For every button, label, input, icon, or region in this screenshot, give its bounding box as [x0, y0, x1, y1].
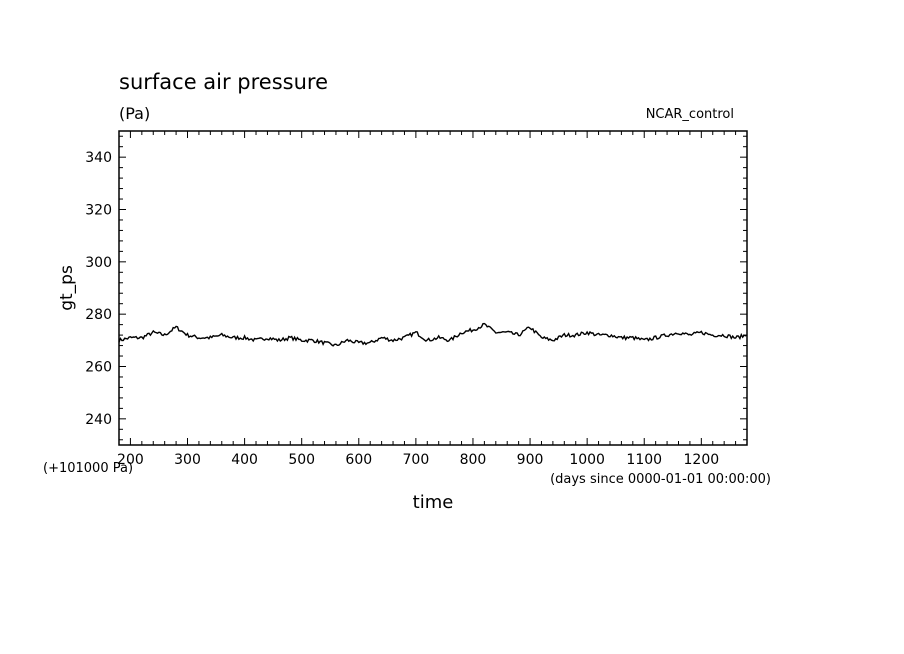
experiment-label: NCAR_control: [646, 107, 734, 122]
y-tick-label: 340: [85, 150, 112, 166]
x-units-label: (days since 0000-01-01 00:00:00): [550, 472, 771, 487]
tick-labels: 200 300 400 500 600 700 800 900 1000 1100 1200 240 2…: [85, 150, 719, 468]
x-tick-label: 700: [403, 452, 430, 468]
x-tick-label: 1200: [684, 452, 720, 468]
y-offset-note: (+101000 Pa): [43, 461, 133, 476]
y-tick-label: 300: [85, 255, 112, 271]
y-tick-label: 280: [85, 307, 112, 323]
x-tick-label: 400: [231, 452, 258, 468]
x-tick-label: 1100: [626, 452, 662, 468]
x-tick-label: 800: [460, 452, 487, 468]
plot-frame: [118, 130, 748, 446]
x-tick-label: 500: [288, 452, 315, 468]
x-tick-label: 1000: [569, 452, 605, 468]
x-axis-label: time: [413, 492, 454, 513]
series-line: [118, 322, 748, 347]
y-tick-label: 260: [85, 360, 112, 376]
x-tick-label: 200: [117, 452, 144, 468]
x-tick-label: 300: [174, 452, 201, 468]
y-tick-label: 320: [85, 203, 112, 219]
chart-title: surface air pressure: [119, 70, 328, 94]
y-axis-label: gt_ps: [57, 265, 77, 311]
axis-ticks: [118, 131, 748, 445]
x-tick-label: 600: [345, 452, 372, 468]
y-tick-label: 240: [85, 412, 112, 428]
units-label: (Pa): [119, 104, 150, 123]
x-tick-label: 900: [517, 452, 544, 468]
